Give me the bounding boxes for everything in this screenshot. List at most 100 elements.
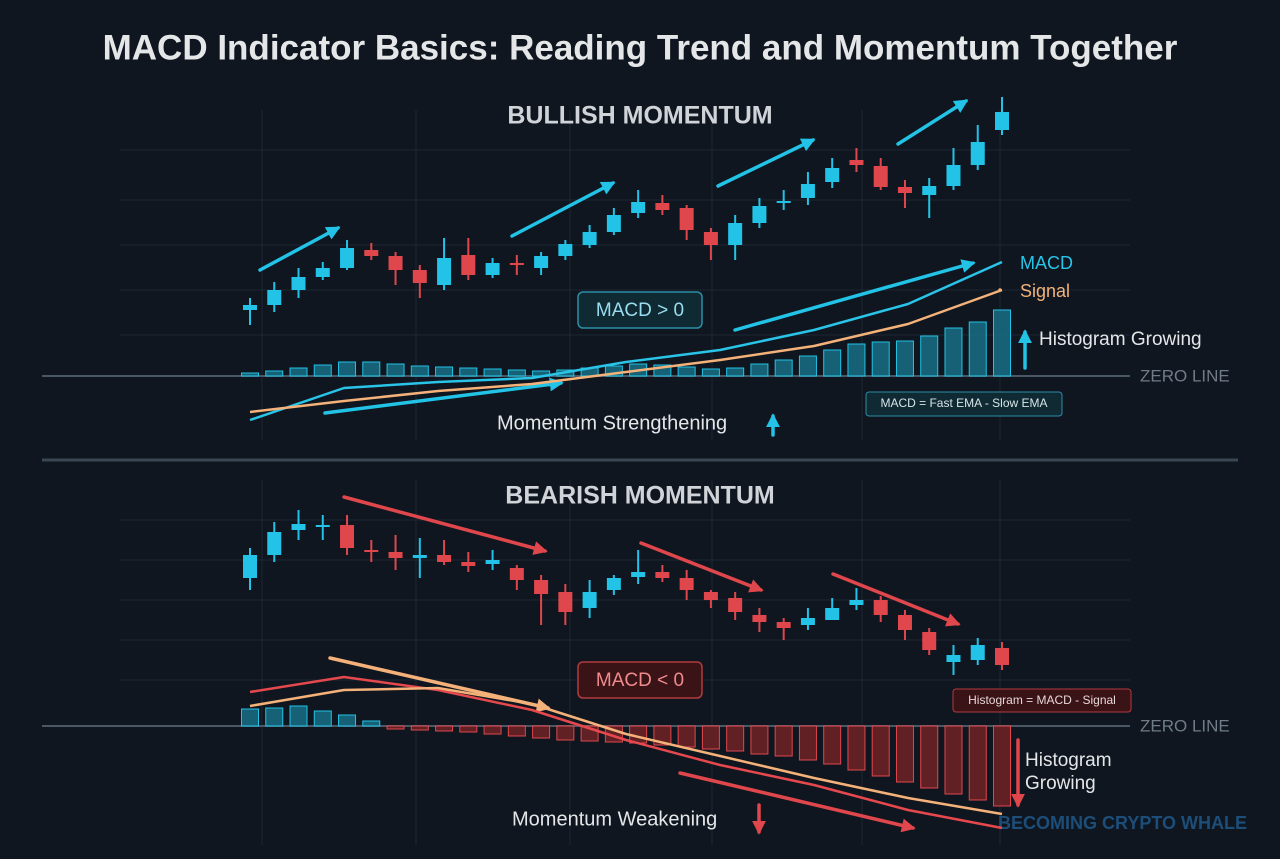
histogram-bar [435, 725, 454, 732]
candle-body [679, 578, 694, 590]
candle-body [243, 305, 257, 310]
candle-body [800, 184, 815, 198]
watermark: BECOMING CRYPTO WHALE [998, 813, 1247, 833]
histogram-bar [726, 367, 745, 377]
histogram-bar [968, 321, 987, 377]
histogram-bar [944, 725, 963, 795]
candle-body [946, 165, 961, 186]
histogram-bar [847, 725, 866, 771]
candle-body [485, 560, 500, 564]
histogram-bar [701, 368, 720, 377]
histogram-bar [798, 725, 817, 761]
candle-body [970, 645, 985, 660]
histogram-bar [362, 720, 381, 727]
panel-title: BEARISH MOMENTUM [505, 482, 774, 510]
histogram-bar [313, 710, 332, 727]
candle-body [437, 555, 452, 562]
caption: Momentum Weakening [512, 808, 717, 830]
candle-body [534, 256, 549, 268]
candle-body [243, 555, 257, 578]
histogram-bar [459, 725, 478, 733]
candle-body [752, 615, 767, 622]
histogram-bar [289, 367, 308, 377]
caption: Momentum Strengthening [497, 412, 727, 434]
badge-box [577, 661, 703, 699]
histogram-bar [507, 725, 526, 737]
histogram-bar [920, 335, 939, 377]
histogram-bar [993, 725, 1011, 807]
candle-body [631, 202, 646, 213]
candle-body [606, 578, 621, 590]
histogram-bar [823, 349, 842, 377]
histogram-bar [774, 725, 793, 757]
candle-body [364, 250, 379, 256]
candle-body [897, 615, 912, 630]
histogram-bar [653, 364, 672, 377]
histogram-bar [774, 359, 793, 377]
candle-body [752, 206, 767, 223]
candle-body [291, 524, 306, 530]
candle-body [364, 550, 379, 552]
zero-label: ZERO LINE [1140, 716, 1230, 735]
histogram-bar [532, 725, 551, 739]
histogram-bar [265, 370, 284, 377]
formula: Histogram = MACD - Signal [968, 693, 1116, 707]
candle-body [558, 592, 573, 612]
formula-box [952, 688, 1132, 713]
histogram-bar [459, 367, 478, 377]
candle-body [461, 255, 476, 275]
indicator-line [249, 675, 1003, 830]
histogram-bar [483, 368, 502, 377]
formula-box [865, 391, 1063, 417]
indicator-line [249, 288, 1003, 414]
candle-body [461, 562, 476, 566]
zero-label: ZERO LINE [1140, 366, 1230, 385]
candle-body [340, 248, 355, 268]
histogram-bar [483, 725, 502, 735]
candle-body [606, 215, 621, 232]
histogram-bar [750, 725, 769, 755]
badge-box [577, 291, 703, 329]
candle-body [679, 208, 694, 230]
histogram-bar [677, 725, 696, 748]
page-title: MACD Indicator Basics: Reading Trend and… [103, 28, 1178, 67]
candle-body [873, 600, 888, 615]
histogram-bar [410, 365, 429, 377]
candle-body [412, 270, 427, 283]
candle-body [291, 277, 306, 290]
histogram-bar [386, 725, 405, 730]
histogram-bar [677, 366, 696, 377]
badge: MACD < 0 [596, 670, 684, 691]
candle-body [922, 632, 937, 650]
candle-body [315, 268, 330, 277]
candle-body [388, 552, 403, 558]
candle-body [849, 600, 864, 605]
histogram-bar [993, 309, 1011, 377]
histogram-bar [241, 372, 259, 377]
candle-body [267, 532, 282, 555]
candle-body [897, 187, 912, 193]
candle-body [946, 655, 961, 662]
histogram-note: Histogram Growing [1025, 750, 1112, 794]
candle-body [922, 186, 937, 195]
histogram-bar [823, 725, 842, 765]
histogram-bar [265, 707, 284, 727]
histogram-bar [507, 369, 526, 377]
histogram-bar [798, 355, 817, 377]
candle-body [728, 223, 743, 245]
candle-body [849, 160, 864, 165]
histogram-bar [968, 725, 987, 801]
candle-body [509, 568, 524, 580]
candle-body [995, 648, 1009, 665]
histogram-bar [750, 363, 769, 377]
histogram-bar [726, 725, 745, 752]
candle-body [631, 572, 646, 577]
histogram-bar [847, 343, 866, 377]
candle-body [703, 232, 718, 245]
candle-body [558, 244, 573, 256]
candle-body [995, 112, 1009, 130]
candle-body [582, 592, 597, 608]
candle-body [728, 598, 743, 612]
panel-title: BULLISH MOMENTUM [507, 102, 772, 130]
histogram-bar [386, 363, 405, 377]
